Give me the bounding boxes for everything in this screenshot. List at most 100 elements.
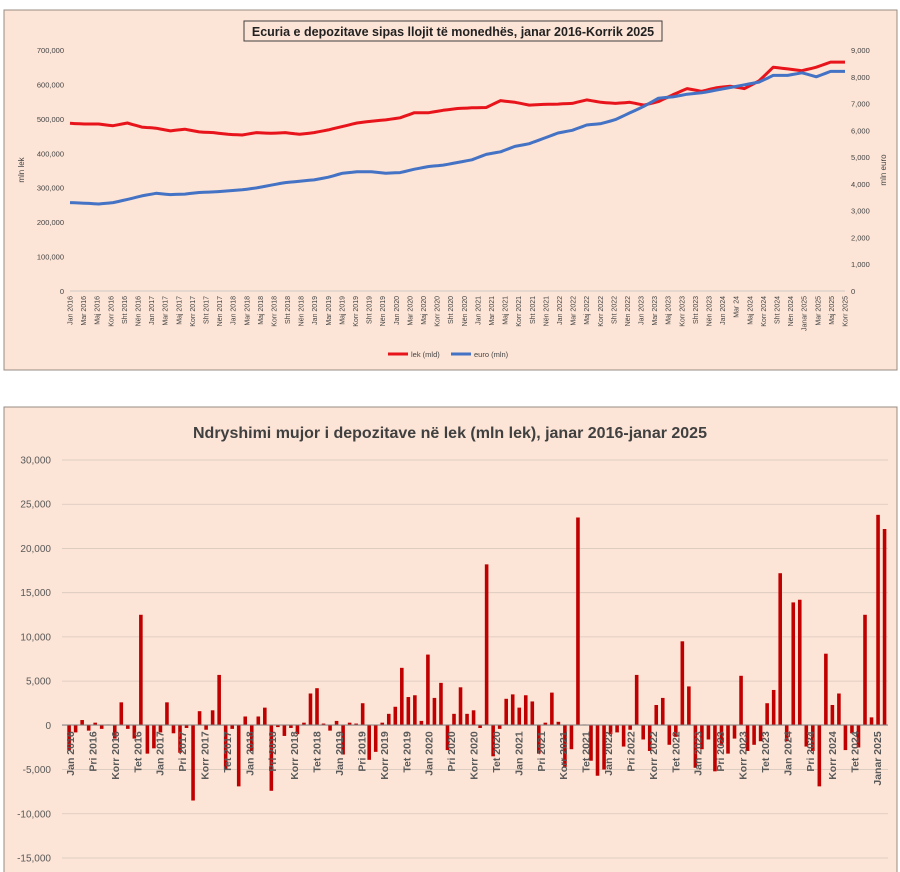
monthly-change-bar: [99, 725, 104, 729]
monthly-change-bar: [354, 723, 358, 726]
monthly-change-bar: [856, 725, 861, 748]
monthly-change-bar: [752, 725, 756, 745]
monthly-change-bar: [758, 725, 763, 742]
chart2-x-tick-label: Jan 2019: [334, 731, 346, 776]
monthly-change-bar: [765, 703, 769, 726]
monthly-change-bar: [158, 725, 163, 733]
monthly-change-bar: [882, 528, 887, 726]
monthly-change-bar: [876, 514, 880, 726]
monthly-change-bar: [386, 713, 391, 726]
chart1-x-tick-label: Jan 2018: [231, 296, 238, 325]
chart1-x-tick-label: Korr 2022: [598, 296, 605, 327]
monthly-change-bar: [811, 725, 815, 751]
monthly-change-bar: [204, 725, 208, 730]
chart1-x-tick-label: Nën 2023: [707, 296, 714, 326]
chart1-x-tick-label: Jan 2022: [557, 296, 564, 325]
chart1-x-tick-label: Korr 2025: [843, 296, 850, 327]
chart1-x-tick-label: Nën 2021: [543, 296, 550, 326]
monthly-change-bar: [289, 725, 293, 728]
chart2-y-tick-label: 5,000: [26, 677, 51, 688]
chart2-x-tick-label: Pri 2018: [267, 731, 279, 771]
chart1-y2label: mln euro: [879, 154, 888, 186]
monthly-change-bar: [837, 693, 841, 726]
chart1-x-tick-label: Korr 2024: [761, 296, 768, 327]
chart2-x-tick-label: Pri 2016: [87, 731, 99, 771]
chart1-left-tick-label: 600,000: [37, 80, 64, 89]
chart1-right-tick-label: 6,000: [851, 126, 870, 135]
monthly-change-bar: [243, 716, 248, 726]
monthly-change-bar: [276, 725, 280, 728]
chart1-y2label-text: mln euro: [879, 154, 888, 186]
chart1-x-tick-label: Jan 2017: [149, 296, 156, 325]
chart2-x-tick-label: Janar 2025: [872, 731, 884, 785]
chart2-bars: [67, 514, 887, 801]
chart1-left-tick-label: 0: [60, 287, 64, 296]
chart2-x-tick-label: Jan 2023: [693, 731, 705, 776]
chart1-x-tick-label: Maj 2019: [339, 296, 346, 325]
chart1-title-box: [243, 20, 663, 42]
chart1-right-tick-label: 5,000: [851, 153, 870, 162]
monthly-change-bar: [628, 725, 632, 730]
chart1-left-tick-label: 300,000: [37, 184, 64, 193]
chart1-x-tick-label: Jan 2021: [475, 296, 482, 325]
chart1-x-tick-label: Mar 2019: [326, 296, 333, 326]
monthly-change-bar: [693, 725, 698, 768]
chart1-x-tick-label: Jan 2019: [312, 296, 319, 325]
monthly-change-bar: [784, 725, 789, 742]
monthly-change-bar: [830, 704, 835, 726]
monthly-change-bar: [373, 725, 378, 752]
chart2-y-tick-label: 10,000: [20, 632, 51, 643]
chart1-background: [3, 9, 898, 371]
monthly-change-bar: [223, 725, 228, 770]
chart2-x-tick-label: Tet 2023: [760, 731, 772, 772]
chart1-right-axis-ticks: 0 1,000 2,000 3,000 4,000 5,000 6,000 7,000 8,00…: [851, 46, 870, 296]
chart1-x-tick-label: Jan 2023: [639, 296, 646, 325]
chart2-title-text: Ndryshimi mujor i depozitave në lek (mln…: [193, 425, 707, 442]
monthly-change-bar: [739, 675, 743, 726]
monthly-change-bar: [230, 725, 234, 729]
chart1-x-tick-label: Sht 2024: [775, 296, 782, 324]
chart2-x-tick-label: Jan 2018: [244, 731, 256, 776]
monthly-change-bar: [400, 667, 404, 726]
chart2-x-tick-label: Pri 2024: [805, 731, 817, 771]
monthly-change-bar: [93, 722, 97, 726]
legend-euro-label: euro (mln): [474, 350, 509, 359]
chart1-x-tick-label: Nën 2017: [217, 296, 224, 326]
chart1-x-tick-label: Mar 24: [734, 296, 741, 318]
monthly-change-bar: [863, 614, 867, 726]
monthly-change-bar: [360, 703, 365, 726]
chart1-left-axis-ticks: 0 100,000 200,000 300,000 400,000 500,000 600,…: [37, 46, 64, 296]
chart2-x-tick-label: Jan 2020: [424, 731, 436, 776]
chart2-y-tick-label: 25,000: [20, 500, 51, 511]
chart2-x-tick-label: Jan 2022: [603, 731, 615, 776]
chart1-x-tick-label: Mar 2022: [571, 296, 578, 326]
chart1-right-tick-label: 8,000: [851, 73, 870, 82]
monthly-change-bar: [543, 722, 548, 726]
monthly-change-bar: [530, 701, 535, 726]
monthly-change-bar: [726, 725, 730, 754]
monthly-change-bar: [778, 573, 782, 726]
chart1-x-tick-label: Nën 2018: [299, 296, 306, 326]
legend-lek-label: lek (mld): [411, 350, 440, 359]
monthly-change-bar: [478, 725, 482, 728]
monthly-change-bar: [347, 722, 352, 726]
chart2-gridlines: [62, 459, 888, 859]
chart2-x-tick-label: Tet 2021: [581, 731, 593, 772]
monthly-change-bar: [634, 674, 639, 726]
monthly-change-bar: [249, 725, 254, 751]
monthly-change-bar: [700, 725, 704, 750]
monthly-change-bar: [67, 725, 71, 751]
chart1-x-tick-label: Mar 2025: [815, 296, 822, 326]
monthly-change-bar: [380, 722, 385, 726]
monthly-change-bar: [641, 725, 645, 740]
monthly-change-bar: [824, 653, 828, 726]
chart1-x-tick-label: Maj 2024: [747, 296, 754, 325]
monthly-change-bar: [112, 725, 117, 739]
chart1-x-tick-label: Maj 2022: [584, 296, 591, 325]
chart1-x-tick-label: Korr 2017: [190, 296, 197, 327]
monthly-change-bar: [282, 725, 287, 736]
chart1-x-tick-label: Janar 2025: [802, 296, 809, 331]
chart2-x-tick-label: Jan 2017: [155, 731, 167, 776]
monthly-change-bar: [674, 725, 678, 737]
chart1-x-tick-label: Korr 2019: [353, 296, 360, 327]
